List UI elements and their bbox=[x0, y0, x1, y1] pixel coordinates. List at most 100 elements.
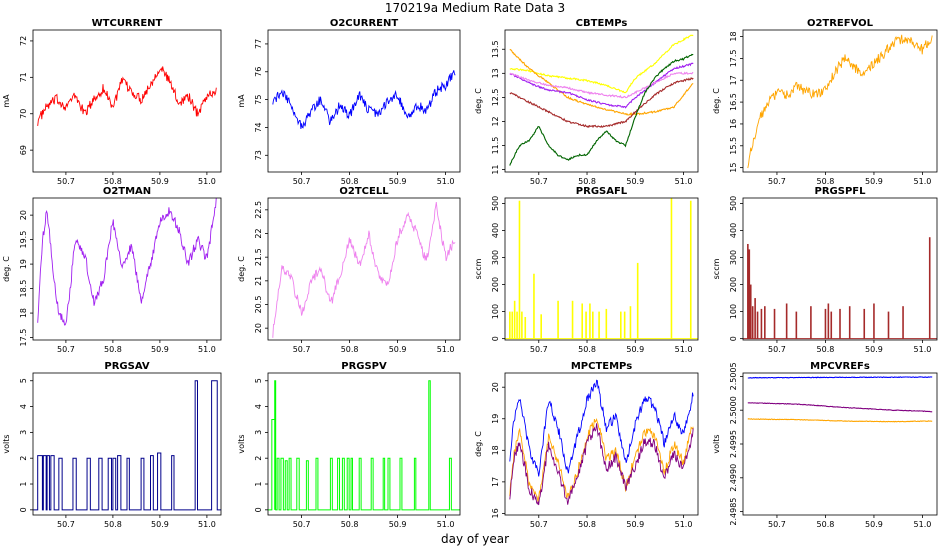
panel-prgspfl: PRGSPFL sccm 50.7 50.8 50.9 51.0 0 100 200 300 400… bbox=[712, 186, 938, 354]
x-tick-label: 50.9 bbox=[626, 520, 644, 529]
pulse-spike bbox=[689, 200, 692, 339]
x-tick-label: 50.8 bbox=[817, 520, 835, 529]
pulse-spike bbox=[749, 284, 752, 339]
pulse-spike bbox=[810, 306, 812, 339]
y-tick-label: 15 bbox=[729, 163, 738, 173]
panel-frame bbox=[267, 197, 461, 341]
x-tick-label: 51.0 bbox=[437, 345, 455, 354]
y-tick-label: 3 bbox=[254, 430, 263, 435]
panel-frame bbox=[32, 197, 222, 341]
pulse-spike bbox=[585, 311, 587, 339]
panel-wtcurrent: WTCURRENT mA 50.7 50.8 50.9 51.0 69 70 71 72 bbox=[2, 18, 222, 186]
panel-frame bbox=[504, 197, 699, 341]
panel-o2tcell: O2TCELL deg. C 50.7 50.8 50.9 51.0 20 20.5 21 21.… bbox=[237, 186, 461, 354]
panel-prgspv: PRGSPV volts 50.7 50.8 50.9 51.0 0 1 2 3 4 5 bbox=[237, 361, 461, 529]
pulse-spike bbox=[629, 306, 632, 339]
x-tick-label: 50.7 bbox=[57, 345, 75, 354]
y-tick-label: 71 bbox=[19, 72, 28, 82]
pulse-spike bbox=[540, 314, 542, 339]
y-tick-label: 500 bbox=[729, 196, 738, 211]
panel-title: PRGSPV bbox=[341, 361, 387, 372]
x-tick-label: 50.7 bbox=[57, 177, 75, 186]
pulse-spike bbox=[557, 300, 559, 339]
y-axis-label: volts bbox=[237, 434, 246, 453]
pulse-spike bbox=[598, 311, 600, 339]
series-violet bbox=[509, 71, 694, 99]
panel-frame bbox=[504, 372, 699, 516]
panel-mpcvrefs: MPCVREFs volts 50.7 50.8 50.9 51.0 2.4985 2.499… bbox=[712, 361, 938, 529]
x-tick-label: 50.9 bbox=[151, 177, 169, 186]
y-axis-label: deg. C bbox=[474, 88, 483, 114]
x-tick-label: 50.7 bbox=[57, 520, 75, 529]
pulse-spike bbox=[764, 306, 766, 339]
x-tick-label: 50.8 bbox=[104, 345, 122, 354]
x-tick-label: 51.0 bbox=[914, 520, 932, 529]
series-o2tcell bbox=[272, 202, 456, 338]
pulse-spike bbox=[839, 308, 841, 339]
pulse-spike bbox=[760, 308, 763, 339]
pulse-spike bbox=[785, 303, 788, 339]
y-axis-label: mA bbox=[237, 94, 246, 108]
y-tick-label: 0 bbox=[19, 507, 28, 512]
panel-title: MPCVREFs bbox=[810, 361, 870, 372]
y-tick-label: 2.5005 bbox=[729, 362, 738, 390]
pulse-spike bbox=[589, 303, 591, 339]
x-tick-label: 50.9 bbox=[389, 520, 407, 529]
y-tick-label: 16 bbox=[491, 508, 500, 518]
plot-area bbox=[509, 379, 694, 506]
pulse-spike bbox=[887, 311, 890, 339]
x-tick-label: 50.8 bbox=[341, 520, 359, 529]
y-tick-label: 500 bbox=[491, 196, 500, 211]
series-darkgreen bbox=[509, 53, 694, 166]
y-tick-label: 17.5 bbox=[19, 329, 28, 347]
panel-title: CBTEMPs bbox=[576, 18, 628, 29]
panel-frame bbox=[742, 372, 938, 516]
pulse-spike bbox=[824, 308, 827, 339]
x-tick-label: 50.9 bbox=[865, 345, 883, 354]
y-tick-label: 4 bbox=[254, 404, 263, 409]
pulse-spike bbox=[513, 300, 516, 339]
pulse-spike bbox=[592, 311, 594, 339]
pulse-spike bbox=[521, 311, 523, 339]
y-tick-label: 74 bbox=[254, 122, 263, 132]
pulse-spike bbox=[756, 311, 759, 339]
pulse-spike bbox=[747, 243, 749, 339]
y-tick-label: 75 bbox=[254, 95, 263, 105]
y-tick-label: 2.4995 bbox=[729, 430, 738, 458]
panel-title: PRGSAFL bbox=[576, 186, 628, 197]
pulse-spike bbox=[533, 273, 535, 339]
panel-title: PRGSPFL bbox=[815, 186, 867, 197]
x-tick-label: 50.8 bbox=[104, 177, 122, 186]
pulse-spike bbox=[863, 308, 866, 339]
plot-area bbox=[37, 198, 217, 326]
x-tick-label: 51.0 bbox=[675, 177, 693, 186]
y-tick-label: 0 bbox=[729, 336, 738, 341]
x-tick-label: 50.8 bbox=[341, 345, 359, 354]
y-tick-label: 72 bbox=[19, 36, 28, 46]
panel-frame bbox=[267, 29, 461, 173]
y-tick-label: 11 bbox=[491, 164, 500, 174]
y-axis-label: volts bbox=[2, 434, 11, 453]
series-brown bbox=[509, 77, 694, 129]
y-tick-label: 4 bbox=[19, 404, 28, 409]
pulse-spike bbox=[773, 308, 776, 339]
pulse-spike bbox=[827, 303, 830, 339]
y-axis-label: deg. C bbox=[712, 88, 721, 114]
series-o2trefvol bbox=[747, 34, 933, 169]
plot-area bbox=[747, 34, 933, 169]
y-tick-label: 0 bbox=[254, 507, 263, 512]
y-axis-label: volts bbox=[712, 434, 721, 453]
y-tick-label: 400 bbox=[491, 223, 500, 238]
series-orange bbox=[509, 48, 694, 117]
series-purple bbox=[509, 423, 694, 506]
y-tick-label: 100 bbox=[729, 304, 738, 319]
y-tick-label: 300 bbox=[491, 250, 500, 265]
panel-title: O2CURRENT bbox=[330, 18, 399, 29]
y-tick-label: 21.5 bbox=[254, 248, 263, 266]
series-prgsav bbox=[33, 380, 221, 511]
y-tick-label: 3 bbox=[19, 430, 28, 435]
pulse-spike bbox=[571, 300, 574, 339]
y-axis-label: sccm bbox=[712, 258, 721, 279]
y-tick-label: 77 bbox=[254, 39, 263, 49]
